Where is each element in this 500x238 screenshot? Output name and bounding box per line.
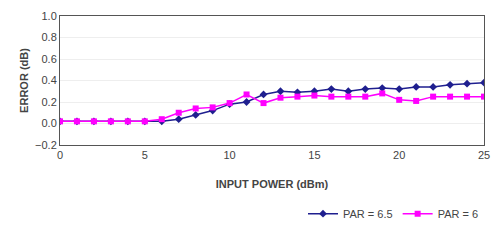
svg-text:15: 15 — [308, 149, 320, 161]
svg-text:0.4: 0.4 — [42, 74, 57, 86]
svg-text:25: 25 — [478, 149, 490, 161]
svg-text:−0.2: −0.2 — [35, 139, 57, 151]
svg-text:0.8: 0.8 — [42, 31, 57, 43]
svg-text:0: 0 — [57, 149, 63, 161]
svg-text:PAR = 6: PAR = 6 — [438, 208, 478, 220]
svg-text:10: 10 — [223, 149, 235, 161]
svg-text:0.2: 0.2 — [42, 96, 57, 108]
svg-text:INPUT POWER (dBm): INPUT POWER (dBm) — [216, 178, 329, 190]
svg-text:5: 5 — [142, 149, 148, 161]
svg-text:1.0: 1.0 — [42, 10, 57, 22]
svg-text:0.0: 0.0 — [42, 117, 57, 129]
svg-text:20: 20 — [393, 149, 405, 161]
svg-text:0.6: 0.6 — [42, 53, 57, 65]
svg-text:ERROR (dB): ERROR (dB) — [18, 48, 30, 113]
svg-text:PAR = 6.5: PAR = 6.5 — [343, 208, 393, 220]
